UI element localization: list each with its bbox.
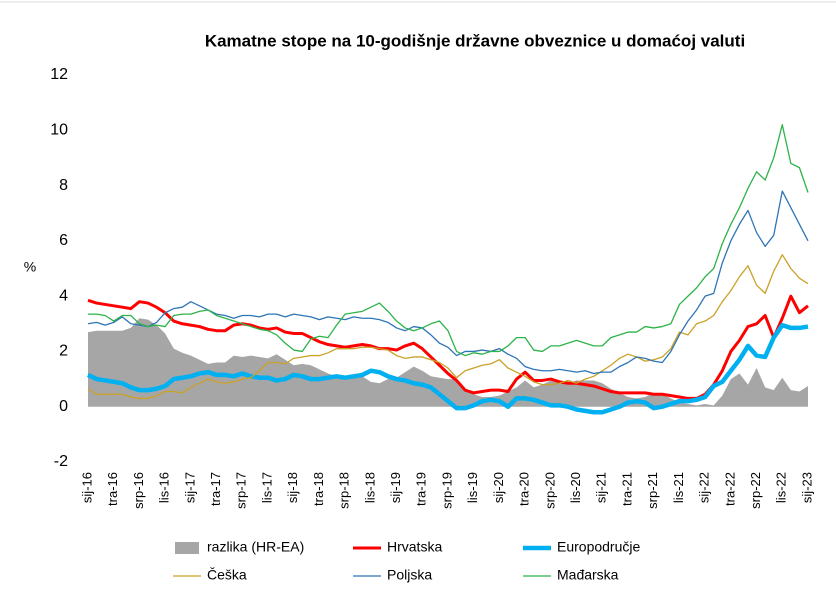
line [88,124,809,357]
x-tick-label: sij-20 [491,472,506,503]
y-tick-label: -2 [54,453,68,470]
y-tick-label: 6 [59,232,68,249]
x-tick-label: lis-19 [465,472,480,503]
x-tick-label: lis-18 [362,472,377,503]
x-tick-label: srp-17 [234,472,249,509]
line [87,254,809,400]
x-tick-label: sij-22 [697,472,712,503]
x-tick-label: tra-19 [414,472,429,506]
x-tick-label: srp-21 [645,472,660,509]
x-tick-label: tra-17 [208,472,223,506]
y-tick-label: 4 [59,287,68,304]
x-tick-label: srp-22 [748,472,763,509]
legend-label: Europodručje [557,539,640,555]
legend-label: Poljska [387,567,432,583]
x-tick-label: srp-16 [131,472,146,509]
legend-label: Češka [207,567,247,583]
x-tick-label: sij-23 [799,472,814,503]
area [88,318,808,407]
line [87,322,809,415]
y-tick-label: 12 [50,66,68,83]
x-tick-label: lis-20 [568,472,583,503]
x-tick-label: lis-17 [259,472,274,503]
x-tick-label: sij-17 [182,472,197,503]
x-tick-label: sij-18 [285,472,300,503]
legend-label: razlika (HR-EA) [207,539,304,555]
x-tick-label: tra-20 [517,472,532,506]
x-tick-label: sij-21 [594,472,609,503]
legend-label: Mađarska [557,567,619,583]
x-tick-label: srp-18 [337,472,352,509]
x-tick-label: tra-18 [311,472,326,506]
legend-swatch [175,542,199,554]
y-tick-label: 8 [59,177,68,194]
x-tick-label: tra-16 [105,472,120,506]
y-tick-label: 2 [59,343,68,360]
x-tick-label: sij-16 [79,472,94,503]
x-tick-label: tra-22 [722,472,737,506]
x-tick-label: srp-19 [439,472,454,509]
x-tick-label: srp-20 [542,472,557,509]
x-tick-label: lis-22 [774,472,789,503]
x-tick-label: tra-21 [619,472,634,506]
x-tick-label: lis-16 [157,472,172,503]
chart-title: Kamatne stope na 10-godišnje državne obv… [205,31,745,50]
line [87,294,809,400]
legend-label: Hrvatska [387,539,442,555]
y-axis-label: % [24,259,36,275]
x-tick-label: lis-21 [671,472,686,503]
y-tick-label: 10 [50,122,68,139]
x-tick-label: sij-19 [388,472,403,503]
y-tick-label: 0 [59,398,68,415]
